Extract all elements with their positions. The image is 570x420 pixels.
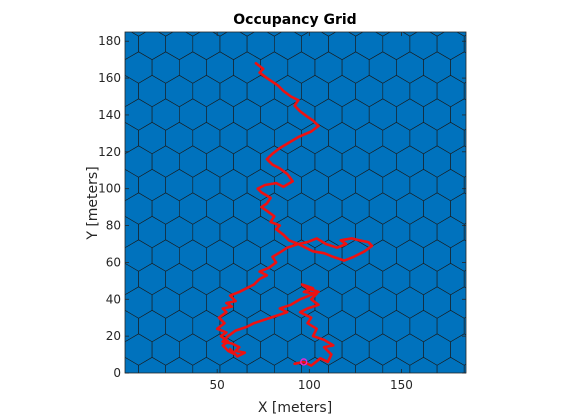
y-tick-label: 160 xyxy=(98,71,121,85)
occupied-cell xyxy=(293,32,310,37)
x-axis-ticks: 50 100 150 xyxy=(210,32,413,392)
occupied-cell xyxy=(456,32,466,37)
y-axis-label: Y [meters] xyxy=(85,166,101,240)
occupied-cell xyxy=(347,32,364,37)
occupied-cell xyxy=(463,128,466,148)
robot-path-layer xyxy=(215,61,374,367)
occupied-cell xyxy=(266,32,282,37)
x-axis-label: X [meters] xyxy=(258,400,332,416)
start-marker xyxy=(300,358,308,366)
y-tick-label: 100 xyxy=(98,182,121,196)
y-axis-ticks: 0 20 40 60 80 100 120 140 160 180 xyxy=(98,34,466,380)
y-tick-label: 60 xyxy=(106,255,121,269)
occupied-cell xyxy=(130,32,147,37)
occupied-cell xyxy=(98,5,125,36)
axes-frame xyxy=(124,31,467,374)
occupied-cell xyxy=(463,81,466,101)
occupied-cell xyxy=(463,316,466,336)
occupied-cell xyxy=(463,222,466,242)
y-tick-label: 0 xyxy=(113,366,121,380)
y-tick-label: 180 xyxy=(98,34,121,48)
plot-area xyxy=(84,5,505,388)
occupied-cell xyxy=(375,32,391,37)
occupied-cell xyxy=(402,32,418,37)
occupied-cell xyxy=(463,363,466,373)
occupied-cell xyxy=(429,32,445,37)
occupied-cell xyxy=(125,356,139,373)
occupancy-cells xyxy=(84,5,505,388)
occupied-cell xyxy=(239,32,255,37)
occupied-cell xyxy=(185,32,201,37)
occupied-cell xyxy=(478,99,505,130)
occupied-cell xyxy=(478,52,505,83)
robot-path xyxy=(215,61,374,367)
occupied-cell xyxy=(478,146,505,177)
occupied-cell xyxy=(478,193,505,224)
y-tick-label: 20 xyxy=(106,329,121,343)
occupied-cell xyxy=(478,287,505,318)
y-tick-label: 40 xyxy=(106,292,121,306)
y-tick-label: 140 xyxy=(98,108,121,122)
y-tick-label: 120 xyxy=(98,145,121,159)
occupied-cell xyxy=(84,357,111,388)
x-tick-label: 100 xyxy=(298,378,321,392)
y-tick-label: 80 xyxy=(106,219,121,233)
occupied-cell xyxy=(157,32,174,37)
occupied-cell xyxy=(463,269,466,289)
occupied-cell xyxy=(478,240,505,271)
x-tick-label: 50 xyxy=(210,378,225,392)
occupied-cell xyxy=(478,5,505,36)
occupied-cell xyxy=(478,334,505,365)
occupied-cell xyxy=(212,32,228,37)
occupied-cell xyxy=(320,32,337,37)
x-tick-label: 150 xyxy=(390,378,413,392)
occupied-cell xyxy=(463,175,466,195)
occupied-cell xyxy=(463,34,466,54)
chart-title: Occupancy Grid xyxy=(233,12,356,28)
